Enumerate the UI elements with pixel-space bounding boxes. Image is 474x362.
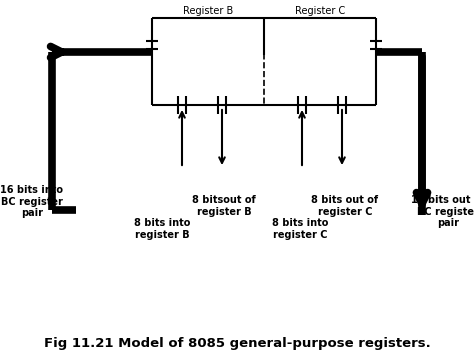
- Text: Register C: Register C: [295, 6, 345, 16]
- Text: 16 bits out of
BC register
pair: 16 bits out of BC register pair: [411, 195, 474, 228]
- Text: 8 bitsout of
register B: 8 bitsout of register B: [192, 195, 256, 216]
- Text: 8 bits into
register C: 8 bits into register C: [272, 218, 328, 240]
- Text: 8 bits out of
register C: 8 bits out of register C: [311, 195, 379, 216]
- Text: 8 bits into
register B: 8 bits into register B: [134, 218, 190, 240]
- Text: 16 bits into
BC register
pair: 16 bits into BC register pair: [0, 185, 64, 218]
- Text: Fig 11.21 Model of 8085 general-purpose registers.: Fig 11.21 Model of 8085 general-purpose …: [44, 337, 430, 350]
- Text: Register B: Register B: [183, 6, 233, 16]
